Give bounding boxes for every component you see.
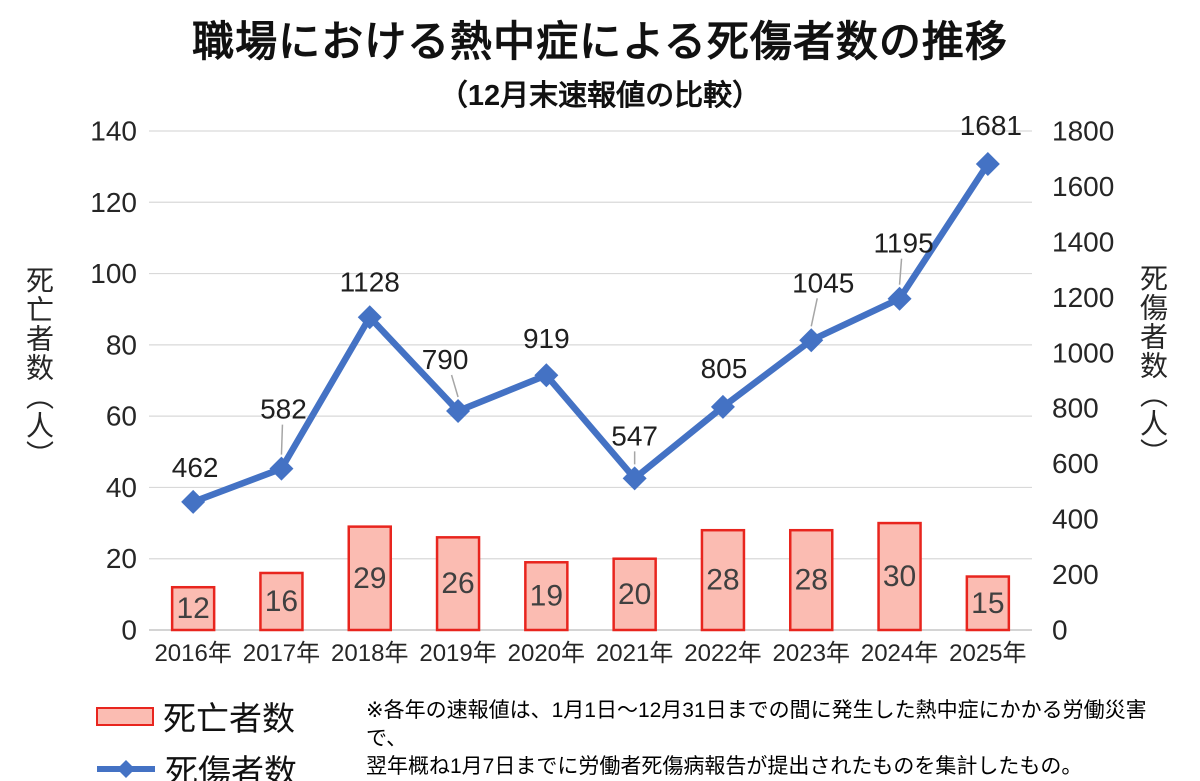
label-leader-line <box>898 258 903 285</box>
bar <box>789 528 834 632</box>
right-axis-tick: 1200 <box>1052 282 1114 313</box>
right-axis-tick: 400 <box>1052 504 1099 535</box>
x-axis-label: 2022年 <box>684 640 761 667</box>
combo-chart-plot: 0204060801001201400200400600800100012001… <box>90 110 1114 667</box>
line-marker-diamond <box>887 286 912 311</box>
line-value-label: 547 <box>611 420 658 451</box>
bar-value-label: 28 <box>795 564 828 597</box>
right-axis-title: 死傷者数（人） <box>1137 264 1168 467</box>
bar <box>435 536 481 632</box>
bar <box>965 575 1011 632</box>
line-marker-diamond <box>357 305 382 330</box>
bar <box>347 525 392 632</box>
right-axis-tick: 1000 <box>1052 337 1114 368</box>
bar-value-label: 26 <box>441 567 474 600</box>
footnote-line-1: ※各年の速報値は、1月1日～12月31日までの間に発生した熱中症にかかる労働災害… <box>366 699 1147 750</box>
line-marker-diamond <box>446 398 471 423</box>
chart-legend: 死亡者数 死傷者数 <box>96 692 297 781</box>
bar-value-label: 30 <box>883 560 916 593</box>
bar-value-label: 16 <box>265 585 298 618</box>
line-value-label: 462 <box>172 452 219 483</box>
right-axis-tick: 800 <box>1052 393 1099 424</box>
line-value-label: 790 <box>422 344 469 375</box>
left-axis-tick: 120 <box>90 187 137 218</box>
line-value-label: 1681 <box>960 110 1022 141</box>
x-axis-label: 2017年 <box>243 640 320 667</box>
line-value-label: 582 <box>260 394 307 425</box>
line-marker-diamond <box>269 456 294 481</box>
left-axis-tick: 100 <box>90 258 137 289</box>
bar-value-label: 29 <box>353 562 386 595</box>
legend-item-casualties: 死傷者数 <box>96 745 297 781</box>
line-marker-diamond <box>799 328 824 353</box>
left-axis-tick: 20 <box>106 543 137 574</box>
label-leader-line <box>450 374 459 398</box>
bar-value-label: 19 <box>530 580 563 613</box>
right-axis-tick: 600 <box>1052 448 1099 479</box>
line-value-label: 1195 <box>873 228 933 259</box>
bar-value-label: 15 <box>971 587 1004 620</box>
x-axis-label: 2025年 <box>949 640 1026 667</box>
line-value-label: 805 <box>701 353 748 384</box>
left-axis-tick: 60 <box>106 401 137 432</box>
x-axis-label: 2018年 <box>331 640 408 667</box>
bar-value-label: 20 <box>618 578 651 611</box>
x-axis-label: 2023年 <box>773 640 850 667</box>
line-marker-diamond <box>975 151 1000 176</box>
line-value-label: 1128 <box>340 266 400 297</box>
right-axis-tick: 1400 <box>1052 226 1114 257</box>
left-axis-tick: 0 <box>121 615 137 646</box>
right-axis-tick: 1600 <box>1052 171 1114 202</box>
footnote-line-2: 翌年概ね1月7日までに労働者死傷病報告が提出されたものを集計したもの。 <box>366 755 1083 778</box>
left-axis-title: 死亡者数（人） <box>23 266 54 469</box>
bar <box>524 561 569 632</box>
x-axis-label: 2021年 <box>596 640 673 667</box>
bar <box>170 585 216 632</box>
line-value-label: 1045 <box>792 267 854 298</box>
page-title: 職場における熱中症による死傷者数の推移 <box>192 18 1008 65</box>
left-axis-tick: 80 <box>106 329 137 360</box>
bar <box>877 521 922 632</box>
line-marker-diamond <box>534 363 559 388</box>
x-axis-label: 2016年 <box>154 640 231 667</box>
legend-item-deaths: 死亡者数 <box>96 692 297 740</box>
chart-footnote: ※各年の速報値は、1月1日～12月31日までの間に発生した熱中症にかかる労働災害… <box>366 697 1186 781</box>
left-axis-tick: 40 <box>106 472 137 503</box>
bar <box>700 528 746 632</box>
casualties-line <box>189 160 992 506</box>
line-value-label: 919 <box>523 323 570 354</box>
label-leader-line <box>810 298 818 327</box>
line-marker-diamond <box>710 394 735 419</box>
legend-deaths-label: 死亡者数 <box>163 700 295 737</box>
bar <box>259 571 304 632</box>
casualties-line-swatch-icon <box>97 760 155 778</box>
x-axis-label: 2024年 <box>861 640 938 667</box>
bar-value-label: 12 <box>176 592 209 625</box>
page-subtitle: （12月末速報値の比較） <box>438 80 762 112</box>
line-marker-diamond <box>622 466 647 491</box>
bar <box>612 557 657 632</box>
x-axis-label: 2019年 <box>419 640 496 667</box>
line-marker-diamond <box>181 489 206 514</box>
deaths-bar-swatch-icon <box>96 706 154 726</box>
right-axis-tick: 1800 <box>1052 116 1114 147</box>
legend-casualties-label: 死傷者数 <box>165 753 297 781</box>
x-axis-label: 2020年 <box>508 640 585 667</box>
right-axis-tick: 200 <box>1052 559 1099 590</box>
bar-value-label: 28 <box>706 564 739 597</box>
left-axis-tick: 140 <box>90 116 137 147</box>
right-axis-tick: 0 <box>1052 615 1068 646</box>
label-leader-line <box>280 424 284 455</box>
